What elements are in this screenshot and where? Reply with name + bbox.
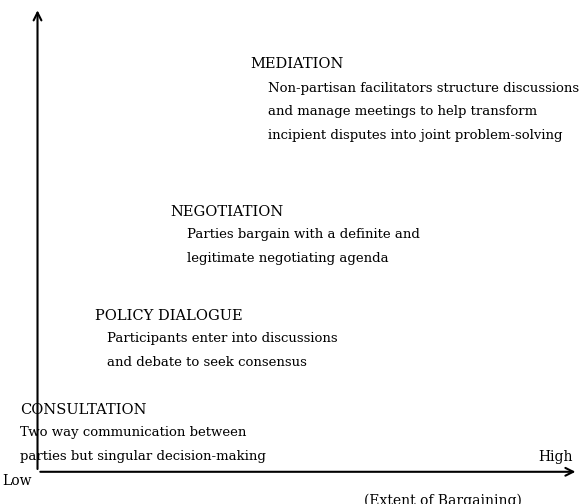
Text: High: High xyxy=(538,451,572,464)
Text: NEGOTIATION: NEGOTIATION xyxy=(170,205,283,219)
Text: CONSULTATION: CONSULTATION xyxy=(20,403,147,417)
Text: incipient disputes into joint problem-solving: incipient disputes into joint problem-so… xyxy=(268,129,562,142)
Text: and debate to seek consensus: and debate to seek consensus xyxy=(107,356,306,369)
Text: (Extent of Bargaining): (Extent of Bargaining) xyxy=(364,494,522,504)
Text: Non-partisan facilitators structure discussions: Non-partisan facilitators structure disc… xyxy=(268,82,579,95)
Text: MEDIATION: MEDIATION xyxy=(250,57,344,71)
Text: legitimate negotiating agenda: legitimate negotiating agenda xyxy=(187,252,389,265)
Text: Low: Low xyxy=(2,474,32,488)
Text: Participants enter into discussions: Participants enter into discussions xyxy=(107,332,337,345)
Text: Parties bargain with a definite and: Parties bargain with a definite and xyxy=(187,228,420,241)
Text: Two way communication between: Two way communication between xyxy=(20,426,247,439)
Text: and manage meetings to help transform: and manage meetings to help transform xyxy=(268,105,537,118)
Text: POLICY DIALOGUE: POLICY DIALOGUE xyxy=(95,309,242,323)
Text: parties but singular decision-making: parties but singular decision-making xyxy=(20,450,266,463)
